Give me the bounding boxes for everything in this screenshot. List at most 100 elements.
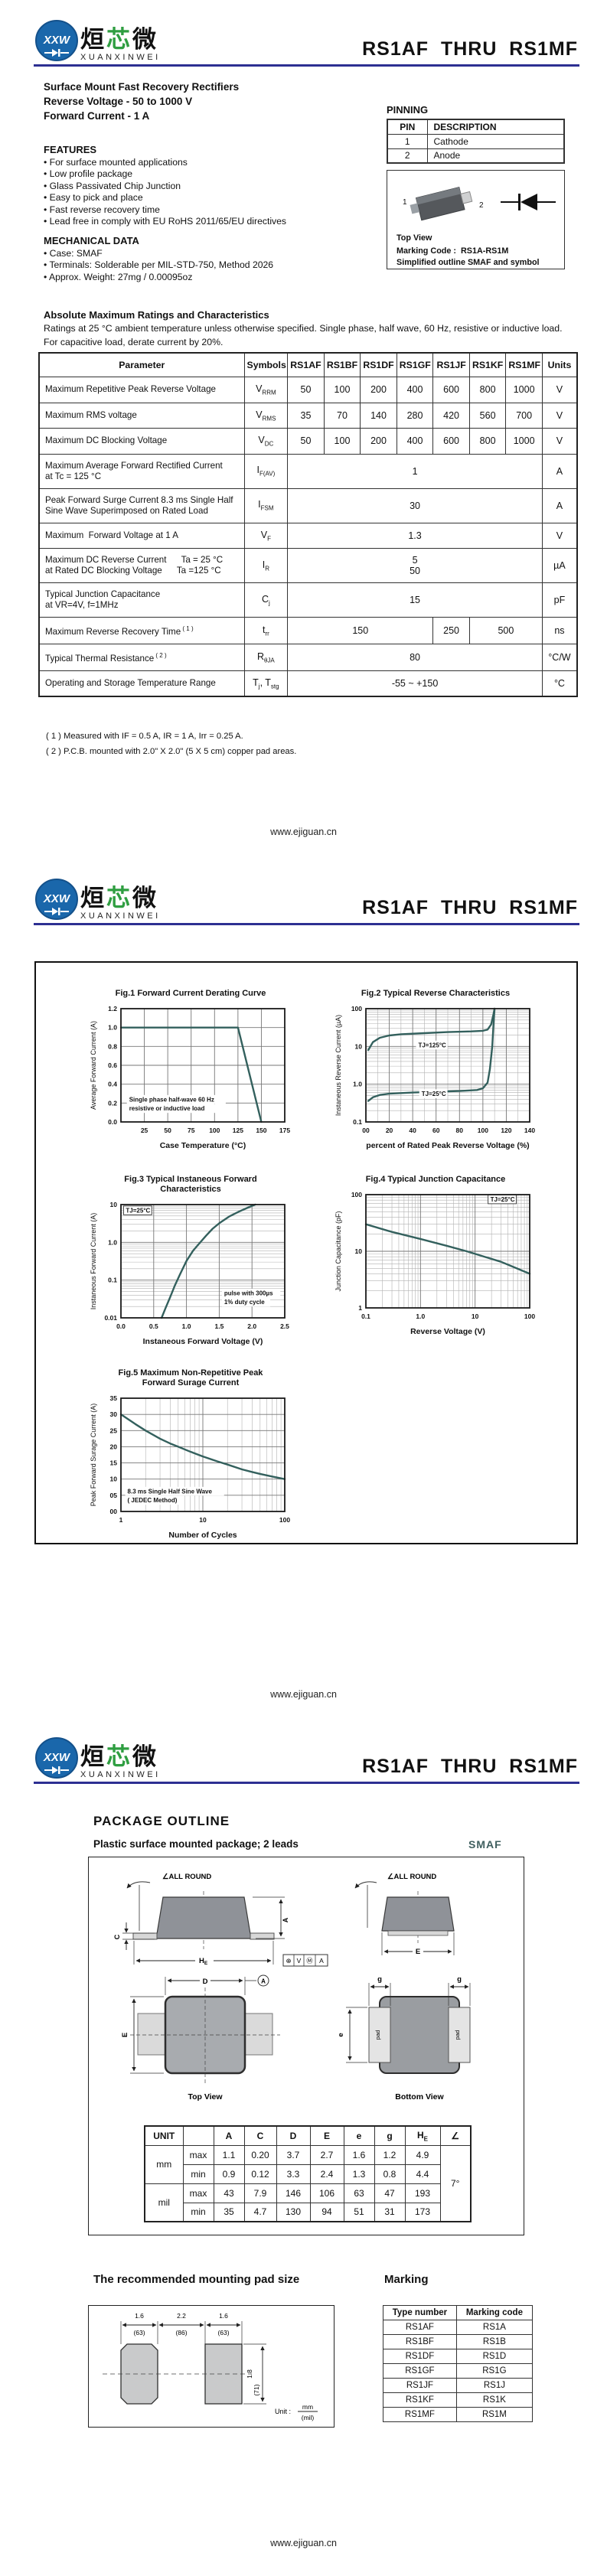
dim-col-header: e xyxy=(343,2125,375,2146)
dim-value-cell: 173 xyxy=(404,2202,441,2222)
ratings-header-cell: RS1MF xyxy=(505,352,543,377)
value-cell: 50 xyxy=(287,428,325,455)
svg-text:Junction Capacitance (pF): Junction Capacitance (pF) xyxy=(335,1211,342,1291)
ratings-row: Operating and Storage Temperature Range T… xyxy=(38,670,578,697)
tol-value: V xyxy=(297,1957,302,1965)
value-cell: 5 50 xyxy=(287,548,543,583)
ratings-header-row: Parameter Symbols RS1AF RS1BF RS1DF RS1GF RS1J… xyxy=(38,352,578,377)
svg-text:125: 125 xyxy=(233,1127,243,1134)
ratings-body: Maximum Repetitive Peak Reverse Voltage V… xyxy=(38,377,578,697)
dim-row-mil-min: min 35 4.7 130 94 51 31 173 xyxy=(145,2202,471,2222)
svg-text:1.0: 1.0 xyxy=(182,1322,191,1330)
header-rule xyxy=(34,1782,579,1784)
value-cell: 800 xyxy=(468,428,507,455)
svg-text:150: 150 xyxy=(256,1127,266,1134)
svg-text:TJ=25°C: TJ=25°C xyxy=(422,1091,446,1097)
top-view-caption: Top View xyxy=(188,2092,223,2102)
all-round-label: ∠ALL ROUND xyxy=(162,1873,211,1881)
dim-unit-mil: mil xyxy=(144,2183,184,2222)
dim-value-cell: 2.4 xyxy=(309,2164,344,2184)
value-cell: 150 xyxy=(287,617,434,644)
pad-dim-width-right: 1.6 xyxy=(219,2312,228,2320)
dim-E-label: E xyxy=(121,2033,129,2037)
svg-text:1.0: 1.0 xyxy=(108,1024,117,1032)
mechanical-item: Case: SMAF xyxy=(44,248,365,259)
svg-text:TJ=25°C: TJ=25°C xyxy=(491,1196,515,1203)
feature-item: Fast reverse recovery time xyxy=(44,204,365,216)
logo-graphic: XXW 烜 芯 微 XUANXINWEI xyxy=(35,1737,158,1779)
svg-text:2.5: 2.5 xyxy=(280,1322,289,1330)
dim-value-cell: 193 xyxy=(404,2183,441,2203)
dim-angle-value: 7° xyxy=(439,2144,472,2222)
marking-row: RS1DF RS1D xyxy=(383,2349,534,2364)
svg-text:pulse with 300µs: pulse with 300µs xyxy=(224,1290,273,1296)
svg-text:80: 80 xyxy=(456,1127,464,1134)
svg-text:1.0: 1.0 xyxy=(416,1312,425,1320)
marking-header-row: Type number Marking code xyxy=(383,2305,534,2320)
svg-text:8.3 ms Single Half Sine Wave: 8.3 ms Single Half Sine Wave xyxy=(128,1488,213,1495)
fig4-title: Fig.4 Typical Junction Capacitance xyxy=(365,1175,506,1184)
pinning-heading: PINNING xyxy=(387,104,429,116)
parameter-cell: Maximum DC Reverse Current Ta = 25 °C at … xyxy=(38,548,245,583)
dim-A-label: A xyxy=(282,1917,289,1922)
dim-value-cell: 47 xyxy=(374,2183,406,2203)
dim-col-header: E xyxy=(309,2125,344,2146)
top-view-label: Top View xyxy=(397,233,432,243)
value-cell: 1 xyxy=(287,453,543,489)
ratings-table: Parameter Symbols RS1AF RS1BF RS1DF RS1GF RS1J… xyxy=(38,352,578,698)
logo-cjk-2: 芯 xyxy=(106,885,130,911)
svg-text:0.5: 0.5 xyxy=(149,1322,158,1330)
ratings-row: Typical Junction Capacitance at VR=4V, f=… xyxy=(38,582,578,618)
value-cell: 30 xyxy=(287,487,543,523)
marking-row: RS1BF RS1B xyxy=(383,2334,534,2349)
value-cell: 1000 xyxy=(505,428,543,455)
ratings-row: Maximum DC Blocking Voltage VDC 50 100 200 40… xyxy=(38,428,578,455)
dim-value-cell: 63 xyxy=(343,2183,375,2203)
svg-text:resistive or inductive load: resistive or inductive load xyxy=(129,1105,205,1112)
pad-dim-width-left-mil: (63) xyxy=(133,2329,145,2336)
dim-value-cell: 0.9 xyxy=(213,2164,245,2184)
dim-value-cell: 4.9 xyxy=(404,2144,441,2165)
marking-row: RS1GF RS1G xyxy=(383,2363,534,2379)
value-cell: 1000 xyxy=(505,377,543,403)
symbol-cell: IF(AV) xyxy=(243,453,289,489)
value-cell: 400 xyxy=(396,377,434,403)
svg-text:10: 10 xyxy=(110,1201,118,1208)
diode-symbol-icon xyxy=(501,194,556,210)
fig5-chart: 8.3 ms Single Half Sine Wave ( JEDEC Meth… xyxy=(90,1394,290,1540)
svg-text:50: 50 xyxy=(164,1127,171,1134)
fig2-reverse-characteristics: Fig.2 Typical Reverse Characteristics TJ… xyxy=(332,989,539,1162)
value-cell: 800 xyxy=(468,377,507,403)
parameter-cell: Typical Thermal Resistance ( 2 ) xyxy=(38,643,245,671)
svg-text:Reverse Voltage (V): Reverse Voltage (V) xyxy=(410,1327,485,1336)
marking-row: RS1AF RS1A xyxy=(383,2320,534,2335)
svg-text:175: 175 xyxy=(279,1127,290,1134)
dim-col-header: A xyxy=(213,2125,245,2146)
pin-number: 2 xyxy=(387,148,428,164)
bottom-view-caption: Bottom View xyxy=(395,2092,444,2102)
dim-value-cell: 106 xyxy=(309,2183,344,2203)
svg-text:100: 100 xyxy=(209,1127,220,1134)
logo-cjk-1: 烜 xyxy=(80,1743,104,1770)
svg-text:05: 05 xyxy=(110,1492,118,1499)
package-outline-subheading: Plastic surface mounted package; 2 leads xyxy=(93,1838,299,1850)
fig3-title: Fig.3 Typical Instaneous Forward xyxy=(124,1175,257,1184)
symbol-cell: trr xyxy=(243,617,289,644)
value-cell: 200 xyxy=(360,377,397,403)
dim-value-cell: 3.7 xyxy=(276,2144,311,2165)
svg-text:0.2: 0.2 xyxy=(108,1099,117,1107)
tol-position-symbol: ⊕ xyxy=(286,1957,291,1965)
package-outline-drawing: ∠ALL ROUND A C xyxy=(113,1873,471,2102)
svg-text:1% duty cycle: 1% duty cycle xyxy=(224,1299,265,1306)
pad-unit-mm: mm xyxy=(302,2403,313,2411)
marking-row: RS1JF RS1J xyxy=(383,2378,534,2393)
svg-text:0.1: 0.1 xyxy=(353,1118,362,1126)
logo-diode-icon xyxy=(44,1766,69,1774)
header-rule xyxy=(34,923,579,925)
pad-shape-left xyxy=(120,2343,158,2405)
symbol-cell: Cj xyxy=(243,582,289,618)
ratings-row: Maximum Reverse Recovery Time ( 1 ) trr 15… xyxy=(38,617,578,644)
marking-code-label: Marking Code : RS1A-RS1M xyxy=(397,246,509,256)
unit-cell: µA xyxy=(541,548,578,583)
